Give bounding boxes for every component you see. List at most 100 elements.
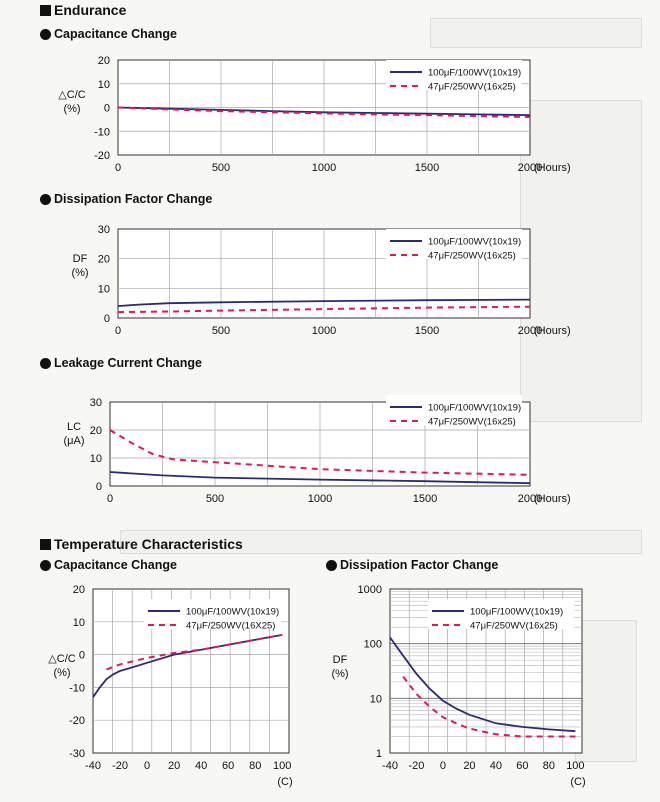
series-line bbox=[109, 429, 531, 476]
y-axis-label: (%) bbox=[71, 267, 88, 279]
y-axis-label: LC bbox=[67, 421, 81, 433]
legend-label: 100μF/100WV(10x19) bbox=[470, 607, 563, 618]
y-axis-label: DF bbox=[333, 654, 348, 666]
x-tick-label: -40 bbox=[382, 760, 398, 772]
x-tick-label: 0 bbox=[115, 162, 121, 174]
legend-label: 100μF/100WV(10x19) bbox=[428, 237, 521, 248]
background-watermark-box bbox=[120, 530, 642, 554]
y-axis-label: (μA) bbox=[63, 435, 84, 447]
y-tick-label: -10 bbox=[94, 126, 110, 138]
circle-bullet-icon bbox=[40, 559, 51, 571]
series-line bbox=[402, 675, 576, 738]
x-tick-label: 1500 bbox=[413, 493, 437, 505]
y-axis-label: (%) bbox=[63, 103, 80, 115]
subtitle-end-df: Dissipation Factor Change bbox=[40, 192, 212, 206]
x-tick-label: 20 bbox=[463, 760, 475, 772]
y-tick-label: 10 bbox=[370, 693, 382, 705]
x-tick-label: 500 bbox=[212, 162, 230, 174]
background-watermark-box bbox=[520, 100, 642, 422]
legend-box bbox=[144, 599, 281, 629]
y-tick-label: 10 bbox=[98, 79, 110, 91]
y-tick-label: 1 bbox=[376, 748, 382, 760]
series-line bbox=[117, 106, 531, 118]
x-tick-label: 0 bbox=[440, 760, 446, 772]
x-tick-label: 1500 bbox=[415, 162, 439, 174]
subtitle-end-cap: Capacitance Change bbox=[40, 27, 177, 41]
y-tick-label: 30 bbox=[98, 224, 110, 236]
x-tick-label: -40 bbox=[85, 760, 101, 772]
chart-title: Capacitance Change bbox=[54, 558, 177, 572]
x-tick-label: 60 bbox=[222, 760, 234, 772]
x-tick-label: 2000 bbox=[518, 162, 542, 174]
x-tick-label: 500 bbox=[206, 493, 224, 505]
square-bullet-icon bbox=[40, 538, 51, 550]
x-axis-unit-label: (Hours) bbox=[534, 325, 571, 337]
series-line bbox=[106, 633, 283, 671]
y-tick-label: -20 bbox=[94, 150, 110, 162]
y-tick-label: 10 bbox=[98, 283, 110, 295]
legend-label: 47μF/250WV(16X25) bbox=[186, 621, 275, 632]
x-tick-label: 40 bbox=[195, 760, 207, 772]
y-tick-label: 0 bbox=[96, 481, 102, 493]
chart-title: Dissipation Factor Change bbox=[54, 192, 213, 206]
x-tick-label: 1000 bbox=[312, 162, 336, 174]
section-endurance-title: Endurance bbox=[54, 2, 127, 18]
square-bullet-icon bbox=[40, 4, 51, 16]
y-axis-label: (%) bbox=[331, 668, 348, 680]
y-axis-label: (%) bbox=[53, 667, 70, 679]
x-tick-label: 0 bbox=[115, 325, 121, 337]
x-tick-label: -20 bbox=[409, 760, 425, 772]
x-tick-label: 1500 bbox=[415, 325, 439, 337]
y-tick-label: 30 bbox=[90, 397, 102, 409]
subtitle-end-lc: Leakage Current Change bbox=[40, 356, 202, 370]
circle-bullet-icon bbox=[40, 357, 51, 369]
y-tick-label: -10 bbox=[69, 682, 85, 694]
legend-box bbox=[428, 599, 574, 629]
y-tick-label: 20 bbox=[90, 425, 102, 437]
x-axis-unit-label: (Hours) bbox=[534, 162, 571, 174]
legend-box bbox=[386, 60, 522, 90]
y-tick-label: -30 bbox=[69, 748, 85, 760]
x-tick-label: 40 bbox=[490, 760, 502, 772]
section-temperature-title: Temperature Characteristics bbox=[54, 536, 243, 552]
circle-bullet-icon bbox=[40, 193, 51, 205]
series-line bbox=[389, 636, 576, 733]
legend-label: 100μF/100WV(10x19) bbox=[428, 403, 521, 414]
series-line bbox=[117, 305, 531, 314]
chart-title: Dissipation Factor Change bbox=[340, 558, 499, 572]
y-tick-label: 10 bbox=[73, 617, 85, 629]
x-tick-label: 500 bbox=[212, 325, 230, 337]
legend-label: 47μF/250WV(16x25) bbox=[470, 621, 558, 632]
subtitle-temp-df: Dissipation Factor Change bbox=[326, 558, 498, 572]
subtitle-temp-cap: Capacitance Change bbox=[40, 558, 177, 572]
y-tick-label: 0 bbox=[104, 103, 110, 115]
chart-title: Leakage Current Change bbox=[54, 356, 202, 370]
x-tick-label: 20 bbox=[168, 760, 180, 772]
y-axis-label: △C/C bbox=[48, 653, 75, 665]
y-tick-label: 100 bbox=[364, 639, 382, 651]
series-line bbox=[109, 471, 531, 485]
legend-label: 47μF/250WV(16x25) bbox=[428, 417, 516, 428]
legend-box bbox=[386, 229, 522, 259]
y-tick-label: 0 bbox=[104, 313, 110, 325]
chart-title: Capacitance Change bbox=[54, 27, 177, 41]
legend-label: 100μF/100WV(10x19) bbox=[428, 68, 521, 79]
legend-label: 47μF/250WV(16x25) bbox=[428, 82, 516, 93]
x-tick-label: 100 bbox=[566, 760, 584, 772]
background-watermark-box bbox=[430, 18, 642, 48]
x-tick-label: 80 bbox=[249, 760, 261, 772]
legend-box bbox=[386, 395, 522, 425]
x-tick-label: 80 bbox=[543, 760, 555, 772]
x-axis-unit-label: (C) bbox=[277, 776, 292, 788]
section-endurance: Endurance bbox=[40, 2, 126, 18]
y-axis-label: △C/C bbox=[58, 89, 85, 101]
series-line bbox=[117, 298, 531, 307]
x-tick-label: 60 bbox=[516, 760, 528, 772]
x-tick-label: 100 bbox=[273, 760, 291, 772]
y-tick-label: 20 bbox=[98, 55, 110, 67]
x-tick-label: 2000 bbox=[518, 493, 542, 505]
x-tick-label: -20 bbox=[112, 760, 128, 772]
x-tick-label: 0 bbox=[107, 493, 113, 505]
section-temperature: Temperature Characteristics bbox=[40, 536, 243, 552]
